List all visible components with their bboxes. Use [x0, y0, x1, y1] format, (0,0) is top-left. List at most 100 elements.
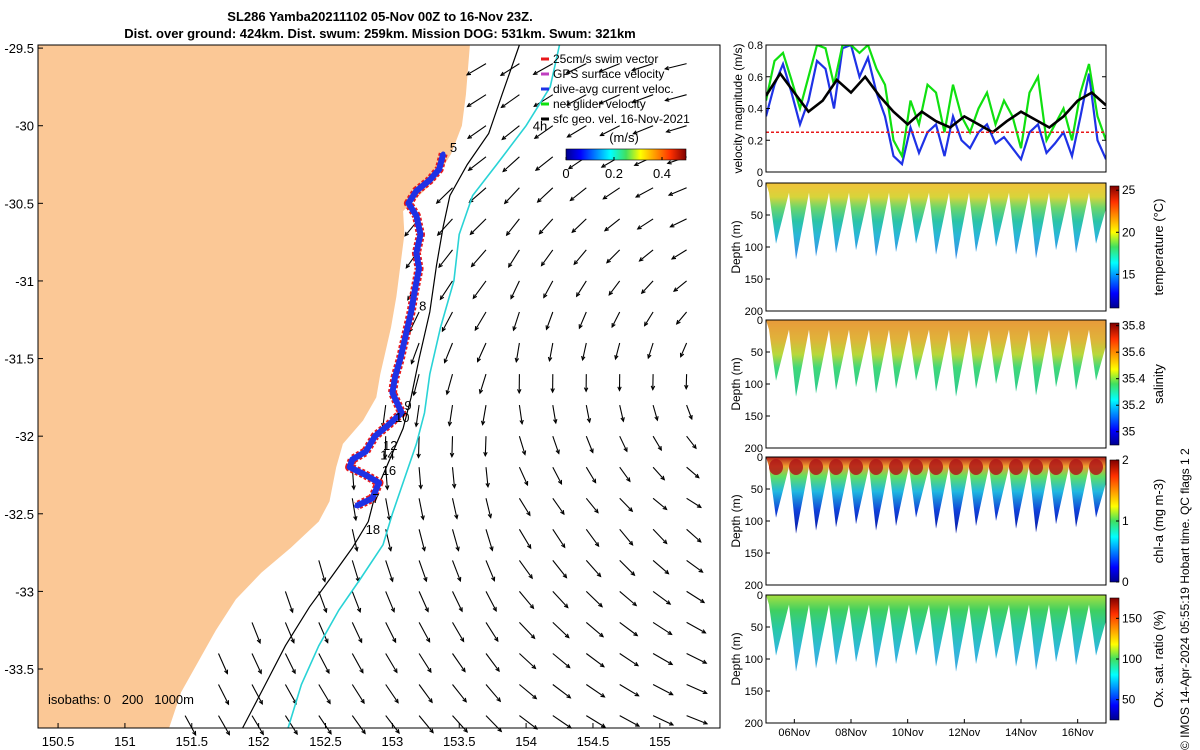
sfc-vector — [518, 591, 534, 609]
sfc-vector-head — [519, 419, 524, 426]
sfc-vector-head — [667, 191, 674, 196]
sfc-vector — [534, 125, 554, 139]
sfc-vector — [184, 715, 197, 736]
sfc-vector-head — [445, 390, 450, 396]
track-point — [414, 188, 419, 194]
section-y-tick-label: 100 — [745, 379, 763, 391]
speed-colorbar-tick-label: 0 — [562, 166, 569, 181]
section-colorbar — [1109, 322, 1120, 446]
sfc-vector — [385, 560, 394, 582]
map-x-tick-label: 153.5 — [443, 734, 476, 749]
sfc-vector — [351, 591, 361, 613]
sfc-vector — [518, 436, 526, 455]
temperature-panel: 0 50 100 150 200 Depth (m) 15 20 25 temperature (… — [729, 178, 1166, 318]
sfc-vector-head — [326, 699, 331, 705]
track-point — [418, 232, 423, 237]
sfc-vector — [506, 218, 520, 236]
sfc-vector — [518, 405, 523, 424]
sfc-vector — [614, 342, 621, 360]
sfc-vector-head — [702, 690, 708, 695]
oxygen-panel: 0 50 100 150 200 Depth (m) 50 100 150 Ox. sat. ra… — [729, 590, 1166, 739]
section-y-tick-label: 0 — [757, 315, 763, 327]
chla-maximum — [989, 459, 1003, 475]
sfc-vector — [545, 311, 554, 330]
track-point — [398, 356, 403, 361]
sfc-vector — [484, 436, 487, 456]
sfc-vector-head — [257, 669, 262, 675]
sfc-vector — [451, 560, 461, 582]
sfc-vector — [686, 621, 706, 634]
section-y-tick-label: 150 — [745, 686, 763, 698]
sfc-vector-head — [224, 700, 230, 706]
sfc-vector — [485, 498, 492, 518]
sfc-vector — [619, 560, 635, 576]
velocity-y-label: velocity magnitude (m/s) — [731, 43, 745, 173]
day-label: 7 — [372, 491, 379, 506]
sfc-vector-head — [596, 572, 602, 578]
track-point — [427, 177, 432, 183]
section-colorbar — [1109, 185, 1120, 309]
sfc-vector-head — [466, 134, 472, 140]
sfc-vector — [552, 622, 570, 638]
sfc-vector — [639, 249, 654, 262]
sfc-vector — [611, 311, 621, 328]
sfc-vector-head — [583, 387, 589, 393]
section-colorbar-tick-label: 20 — [1122, 225, 1136, 239]
sfc-vector-head — [491, 576, 496, 582]
sfc-vector-head — [478, 389, 484, 395]
sfc-vector — [652, 528, 668, 544]
section-colorbar-tick-label: 2 — [1122, 453, 1129, 467]
sfc-vector-head — [563, 603, 569, 609]
sfc-vector-head — [465, 71, 472, 76]
sfc-vector — [619, 404, 624, 422]
sfc-vector — [637, 218, 654, 230]
sfc-vector-head — [514, 357, 520, 363]
map-y-tick-label: -32.5 — [4, 507, 34, 522]
sfc-vector-head — [632, 601, 638, 607]
sfc-vector — [552, 436, 560, 454]
sfc-vector — [410, 342, 420, 364]
sfc-vector — [632, 94, 654, 103]
sfc-vector-head — [666, 160, 672, 165]
sfc-vector-head — [599, 662, 605, 668]
sfc-vector — [585, 653, 605, 668]
map-y-tick-label: -33 — [15, 584, 34, 599]
sfc-vector-head — [698, 568, 704, 573]
sfc-vector — [467, 125, 487, 139]
sfc-vector — [686, 559, 703, 573]
sfc-vector-head — [567, 164, 573, 170]
chla-maximum — [1069, 459, 1083, 475]
sfc-vector — [413, 373, 420, 396]
sfc-vector — [385, 653, 398, 673]
speed-colorbar: (m/s) 0 0.2 0.4 — [562, 130, 687, 181]
sfc-vector — [451, 529, 460, 551]
track-point — [408, 309, 414, 315]
sfc-vector-head — [447, 421, 453, 427]
sfc-vector — [415, 405, 420, 427]
sfc-vector — [665, 63, 687, 70]
sfc-vector — [251, 653, 262, 674]
sfc-vector-head — [630, 67, 637, 72]
sfc-vector-head — [324, 638, 329, 644]
sfc-vector-head — [578, 324, 583, 330]
sfc-vector-head — [497, 727, 503, 733]
sfc-vector-head — [258, 699, 263, 705]
isobath-1000m — [287, 44, 561, 729]
sfc-vector — [671, 249, 687, 260]
sfc-vector-head — [592, 478, 597, 484]
sfc-vector-head — [550, 388, 555, 394]
sfc-vector — [619, 466, 631, 482]
section-colorbar-label: temperature (°C) — [1151, 199, 1166, 296]
sfc-vector-head — [327, 729, 332, 735]
section-colorbar-tick-label: 15 — [1122, 267, 1136, 281]
sfc-vector — [652, 404, 658, 421]
sfc-vector — [436, 187, 453, 204]
sfc-vector — [652, 466, 665, 481]
sfc-vector — [519, 684, 537, 700]
sfc-vector — [518, 466, 529, 486]
sfc-vector-head — [566, 693, 572, 699]
sfc-vector-head — [633, 161, 639, 166]
sfc-vector-head — [560, 510, 565, 516]
